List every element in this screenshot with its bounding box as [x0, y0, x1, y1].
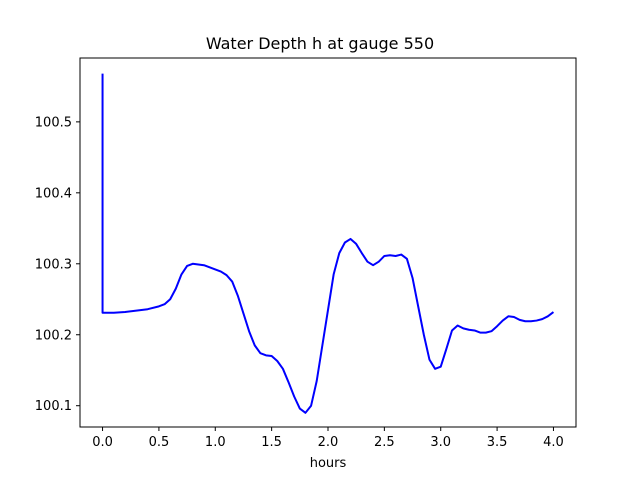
x-tick-label: 3.5 — [487, 435, 508, 450]
x-tick-label: 2.5 — [374, 435, 395, 450]
y-tick-label: 100.5 — [35, 115, 72, 130]
y-tick-label: 100.2 — [35, 328, 72, 343]
x-tick-label: 1.5 — [261, 435, 282, 450]
x-tick-label: 0.5 — [149, 435, 170, 450]
series-layer — [101, 73, 555, 414]
x-tick-label: 3.0 — [430, 435, 451, 450]
y-tick-label: 100.1 — [35, 399, 72, 414]
chart-title: Water Depth h at gauge 550 — [206, 34, 434, 53]
y-tick-label: 100.3 — [35, 257, 72, 272]
x-tick-label: 4.0 — [543, 435, 564, 450]
x-tick-label: 2.0 — [318, 435, 339, 450]
x-axis: 0.0 0.5 1.0 1.5 2.0 2.5 3.0 3.5 4.0 — [92, 427, 564, 450]
y-axis: 100.1 100.2 100.3 100.4 100.5 — [35, 115, 80, 414]
x-tick-label: 0.0 — [92, 435, 113, 450]
series-line — [101, 73, 555, 414]
y-tick-label: 100.4 — [35, 186, 72, 201]
x-axis-label: hours — [310, 456, 347, 471]
x-tick-label: 1.0 — [205, 435, 226, 450]
